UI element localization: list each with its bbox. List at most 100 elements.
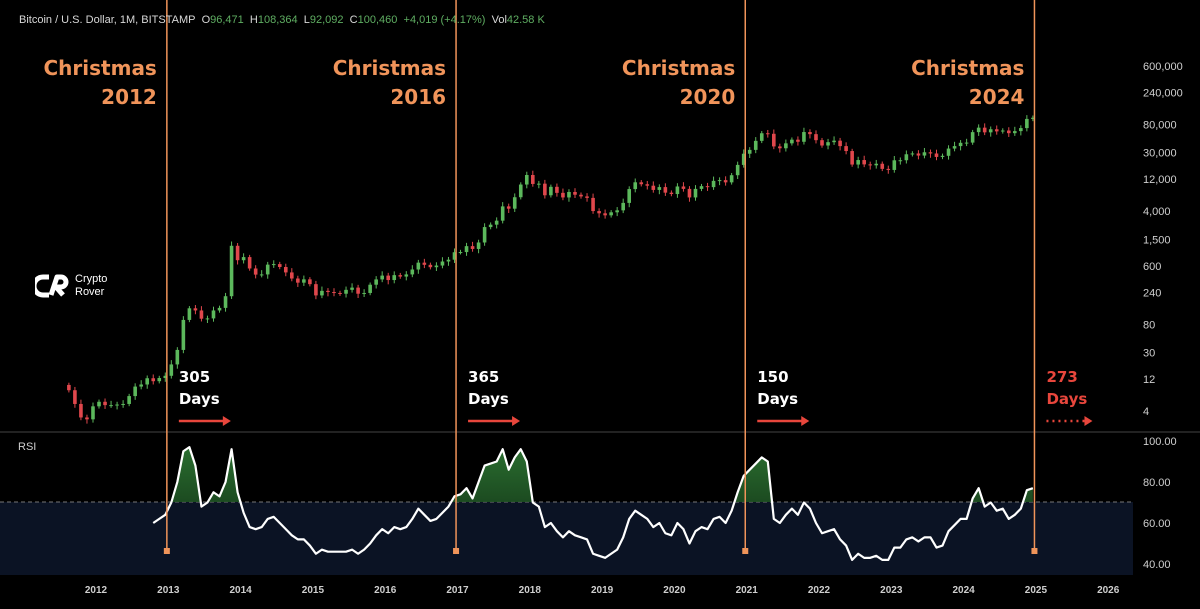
candle-body <box>434 265 439 268</box>
candle-body <box>772 133 776 147</box>
candle-body <box>862 160 866 165</box>
christmas-marker-square <box>453 548 460 554</box>
candle-body <box>826 142 830 146</box>
rsi-tick-label: 40.00 <box>1143 559 1171 571</box>
christmas-label: Christmas <box>911 56 1024 80</box>
candle-body <box>211 310 216 319</box>
year-tick-label: 2026 <box>1097 585 1120 596</box>
candle-body <box>464 246 469 253</box>
christmas-marker-square <box>1031 548 1038 554</box>
christmas-year: 2024 <box>969 85 1025 109</box>
candle-body <box>693 188 698 198</box>
candle-body <box>765 133 770 135</box>
candle-body <box>103 401 107 406</box>
candle-body <box>217 307 222 311</box>
days-count: 305 <box>179 368 210 386</box>
time-axis: 2012 2013 2014 2015 2016 2017 2018 2019 2020 2021… <box>85 585 1120 596</box>
candle-body <box>368 284 372 293</box>
candle-body <box>404 274 409 277</box>
rsi-series <box>152 446 1034 562</box>
price-tick-label: 80,000 <box>1143 119 1177 131</box>
candle-body <box>344 289 348 294</box>
days-count: 273 <box>1046 368 1077 386</box>
year-tick-label: 2012 <box>85 585 108 596</box>
rsi-oversold-zone <box>0 502 1133 575</box>
candle-body <box>711 180 716 188</box>
candle-body <box>1031 117 1035 119</box>
candle-body <box>741 153 746 165</box>
candle-body <box>506 206 511 209</box>
days-label: Days <box>1046 390 1087 408</box>
candle-body <box>802 132 806 142</box>
year-tick-label: 2013 <box>157 585 180 596</box>
rsi-tick-label: 100.00 <box>1143 436 1177 448</box>
year-tick-label: 2016 <box>374 585 397 596</box>
year-tick-label: 2021 <box>736 585 759 596</box>
rsi-axis: 100.00 80.00 60.00 40.00 <box>1143 436 1177 571</box>
candle-body <box>561 192 565 198</box>
candle-body <box>976 127 981 133</box>
candle-body <box>651 185 656 190</box>
candle-body <box>808 132 812 135</box>
candle-body <box>296 278 300 283</box>
year-tick-label: 2015 <box>302 585 325 596</box>
price-tick-label: 240,000 <box>1143 88 1183 100</box>
candle-body <box>320 290 324 296</box>
candle-body <box>259 274 264 276</box>
candle-body <box>326 290 330 293</box>
candle-body <box>549 186 553 196</box>
candle-body <box>428 264 433 268</box>
candle-body <box>555 186 559 193</box>
candle-body <box>398 275 403 277</box>
candle-body <box>609 212 613 216</box>
candle-body <box>79 403 83 418</box>
candle-body <box>181 319 186 350</box>
candle-body <box>904 154 909 161</box>
year-tick-label: 2024 <box>952 585 975 596</box>
rsi-line <box>152 446 1034 562</box>
candle-body <box>175 349 180 365</box>
symbol-header: Bitcoin / U.S. Dollar, 1M, BITSTAMP O96,… <box>19 14 545 26</box>
candle-body <box>675 186 680 195</box>
candle-body <box>410 269 415 275</box>
candle-body <box>229 245 234 297</box>
candle-body <box>362 292 366 294</box>
candle-body <box>308 279 312 285</box>
candle-body <box>205 318 210 320</box>
candle-body <box>151 378 156 382</box>
days-count: 365 <box>468 368 499 386</box>
candle-body <box>814 134 818 141</box>
candle-body <box>1019 128 1023 132</box>
candle-body <box>784 143 788 149</box>
candle-body <box>482 227 487 243</box>
candle-body <box>531 174 535 184</box>
candle-body <box>290 272 294 279</box>
candle-body <box>512 197 517 209</box>
candle-body <box>537 183 541 185</box>
candle-body <box>910 153 915 155</box>
candle-body <box>392 275 397 281</box>
christmas-marker-square <box>742 548 749 554</box>
candle-body <box>639 182 644 185</box>
candle-body <box>928 152 933 154</box>
year-tick-label: 2020 <box>663 585 686 596</box>
days-label: Days <box>179 390 220 408</box>
candle-body <box>958 142 963 147</box>
duration-arrow-head <box>1084 416 1093 426</box>
candle-body <box>850 151 854 165</box>
candle-body <box>476 242 481 249</box>
candle-body <box>470 246 475 249</box>
logo-icon <box>35 274 69 298</box>
candle-body <box>380 275 384 280</box>
candle-body <box>193 308 198 311</box>
candle-body <box>868 164 873 166</box>
christmas-year: 2020 <box>680 85 736 109</box>
candle-body <box>838 140 842 147</box>
candle-body <box>91 406 95 420</box>
candle-body <box>778 146 782 149</box>
price-tick-label: 80 <box>1143 319 1155 331</box>
candle-body <box>1006 130 1011 134</box>
year-tick-label: 2014 <box>229 585 252 596</box>
price-tick-label: 600 <box>1143 261 1161 273</box>
logo-line2: Rover <box>75 286 105 298</box>
